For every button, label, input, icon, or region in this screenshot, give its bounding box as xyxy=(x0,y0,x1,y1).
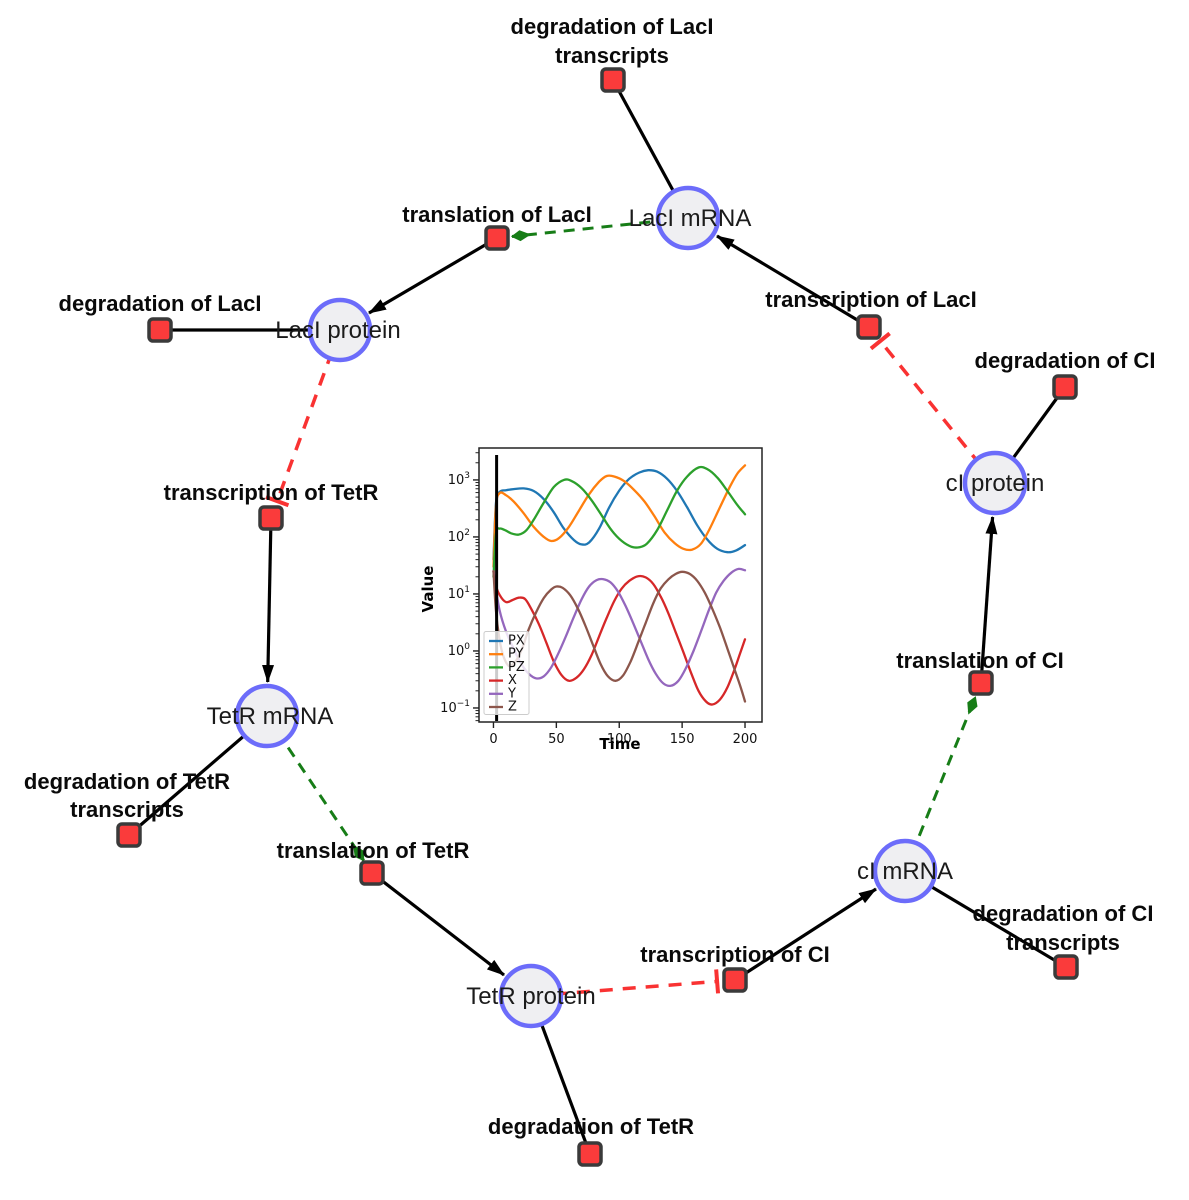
species-node-laci-protein: LacI protein xyxy=(275,297,401,363)
reaction-label: degradation of CI xyxy=(973,901,1154,926)
reaction-square xyxy=(600,67,626,93)
curve-PY xyxy=(492,464,747,568)
reaction-label: degradation of LacI xyxy=(59,291,262,316)
reaction-node-translation-of-tetr: translation of TetR xyxy=(277,838,470,886)
species-label: cI mRNA xyxy=(857,858,953,885)
reaction-node-degradation-of-ci-transcripts: degradation of CI transcripts xyxy=(973,901,1154,980)
species-circle xyxy=(872,838,938,904)
reaction-square xyxy=(258,505,284,531)
reaction-node-transcription-of-ci: transcription of CI xyxy=(640,942,830,993)
species-label: cI protein xyxy=(946,470,1045,497)
y-tick-label: 102 xyxy=(448,528,470,545)
reaction-square xyxy=(722,967,748,993)
reaction-node-translation-of-ci: translation of CI xyxy=(896,648,1064,696)
plot-ylabel: Value xyxy=(419,566,437,613)
edge-transcription-tetr-to-tetr-mrna xyxy=(262,517,275,683)
curve-PX xyxy=(492,469,747,561)
legend-label-X: X xyxy=(508,673,517,688)
x-tick-label: 50 xyxy=(548,732,565,747)
reaction-label: degradation of LacI xyxy=(511,14,714,39)
y-tick-label: 103 xyxy=(448,471,470,488)
x-tick-label: 200 xyxy=(733,732,758,747)
reaction-label: translation of CI xyxy=(896,648,1063,673)
species-node-ci-mrna: cI mRNA xyxy=(857,838,953,904)
reaction-square xyxy=(147,317,173,343)
legend-label-PZ: PZ xyxy=(508,660,525,675)
legend-label-Z: Z xyxy=(508,700,517,715)
reaction-label: translation of TetR xyxy=(277,838,470,863)
plot-axes-ticks: 0 50 100 150 200 103 102 101 100 10−1 xyxy=(440,452,758,747)
reaction-label: degradation of CI xyxy=(975,348,1156,373)
reaction-label: degradation of TetR xyxy=(488,1114,694,1139)
reaction-square xyxy=(1053,954,1079,980)
curve-PZ xyxy=(492,465,747,578)
legend-label-Y: Y xyxy=(507,686,516,701)
edge-ci-mrna-activates-translation-ci xyxy=(903,696,978,872)
reaction-square xyxy=(1052,374,1078,400)
species-label: LacI mRNA xyxy=(629,205,752,232)
reaction-label: transcripts xyxy=(70,797,184,822)
edge-translation-ci-to-ci-protein xyxy=(979,516,998,684)
reaction-node-degradation-of-tetr: degradation of TetR xyxy=(488,1114,694,1167)
species-circle xyxy=(234,683,300,749)
species-circle xyxy=(655,185,721,251)
reaction-square xyxy=(359,860,385,886)
species-circle xyxy=(498,963,564,1029)
species-label: TetR protein xyxy=(466,983,595,1010)
species-node-tetr-protein: TetR protein xyxy=(466,963,596,1029)
reaction-label: translation of LacI xyxy=(402,202,591,227)
edge-translation-laci-to-laci-protein xyxy=(368,236,498,315)
legend-label-PX: PX xyxy=(508,634,525,649)
edge-transcription-laci-to-laci-mrna xyxy=(716,234,870,329)
reaction-square xyxy=(856,314,882,340)
x-tick-label: 150 xyxy=(670,732,695,747)
curve-X xyxy=(492,570,747,706)
species-circle xyxy=(307,297,373,363)
reaction-layer: degradation of LacI transcripts translat… xyxy=(24,14,1156,1167)
reaction-label: transcripts xyxy=(555,43,669,68)
species-label: TetR mRNA xyxy=(207,703,334,730)
reaction-node-translation-of-laci: translation of LacI xyxy=(402,202,592,251)
y-tick-label: 10−1 xyxy=(440,699,470,716)
edge-transcription-ci-to-ci-mrna xyxy=(734,887,877,982)
edge-translation-tetr-to-tetr-protein xyxy=(371,871,505,977)
species-circle xyxy=(962,450,1028,516)
x-tick-label: 0 xyxy=(489,732,497,747)
reaction-node-degradation-of-laci: degradation of LacI xyxy=(59,291,262,343)
reaction-square xyxy=(968,670,994,696)
reaction-label: transcripts xyxy=(1006,930,1120,955)
species-layer: LacI mRNA LacI protein TetR mRNA TetR pr… xyxy=(207,185,1045,1029)
species-node-laci-mrna: LacI mRNA xyxy=(629,185,752,251)
reaction-label: degradation of TetR xyxy=(24,769,230,794)
reaction-node-degradation-of-tetr-transcripts: degradation of TetR transcripts xyxy=(24,769,230,848)
x-tick-label: 100 xyxy=(607,732,632,747)
y-tick-label: 101 xyxy=(448,585,470,602)
reaction-node-degradation-of-laci-transcripts: degradation of LacI transcripts xyxy=(511,14,714,93)
species-label: LacI protein xyxy=(275,317,400,344)
reaction-label: transcription of CI xyxy=(640,942,829,967)
species-node-tetr-mrna: TetR mRNA xyxy=(207,683,334,749)
reaction-square xyxy=(484,225,510,251)
reaction-square xyxy=(116,822,142,848)
reaction-node-degradation-of-ci: degradation of CI xyxy=(975,348,1156,400)
species-node-ci-protein: cI protein xyxy=(946,450,1045,516)
reaction-label: transcription of LacI xyxy=(765,287,976,312)
y-tick-label: 100 xyxy=(448,642,471,659)
legend-label-PY: PY xyxy=(508,647,524,662)
reaction-node-transcription-of-tetr: transcription of TetR xyxy=(164,480,379,531)
reaction-node-transcription-of-laci: transcription of LacI xyxy=(765,287,977,340)
reaction-label: transcription of TetR xyxy=(164,480,379,505)
reaction-square xyxy=(577,1141,603,1167)
plot-xlabel: Time xyxy=(599,735,640,753)
